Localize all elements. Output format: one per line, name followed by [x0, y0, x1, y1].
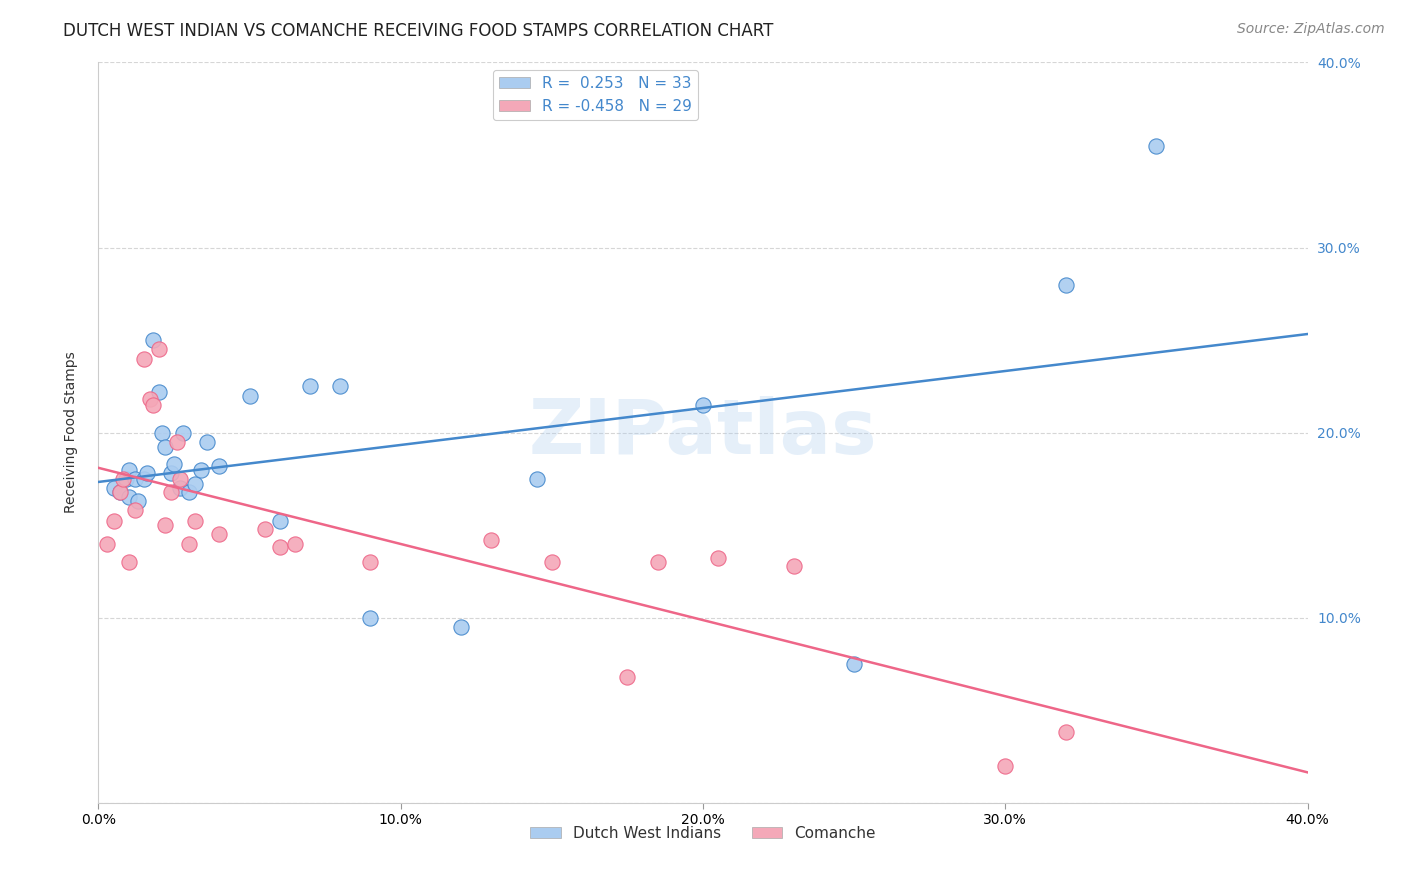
Point [239, 388, 262, 402]
Point [195, 434, 218, 449]
Point [269, 515, 291, 529]
Point [111, 472, 134, 486]
Point [160, 484, 183, 499]
Point [1054, 725, 1077, 739]
Point [299, 379, 322, 393]
Point [139, 392, 162, 407]
Point [707, 551, 730, 566]
Point [284, 536, 307, 550]
Point [150, 425, 173, 440]
Point [103, 515, 125, 529]
Point [103, 481, 125, 495]
Text: DUTCH WEST INDIAN VS COMANCHE RECEIVING FOOD STAMPS CORRELATION CHART: DUTCH WEST INDIAN VS COMANCHE RECEIVING … [63, 22, 773, 40]
Point [132, 351, 155, 366]
Point [132, 472, 155, 486]
Point [108, 484, 131, 499]
Point [208, 527, 231, 541]
Point [184, 515, 207, 529]
Point [172, 425, 194, 440]
Point [1144, 138, 1167, 153]
Point [994, 758, 1017, 772]
Point [124, 472, 146, 486]
Point [540, 555, 562, 569]
Point [153, 441, 176, 455]
Point [108, 484, 131, 499]
Point [160, 467, 183, 481]
Point [163, 457, 186, 471]
Point [647, 555, 669, 569]
Point [169, 481, 191, 495]
Point [127, 494, 149, 508]
Point [148, 343, 170, 357]
Legend: Dutch West Indians, Comanche: Dutch West Indians, Comanche [524, 820, 882, 847]
Point [135, 467, 157, 481]
Point [184, 477, 207, 491]
Point [269, 541, 291, 555]
Text: Source: ZipAtlas.com: Source: ZipAtlas.com [1237, 22, 1385, 37]
Point [118, 462, 141, 476]
Point [148, 384, 170, 399]
Point [118, 555, 141, 569]
Point [360, 555, 382, 569]
Point [360, 610, 382, 624]
Point [142, 333, 165, 347]
Y-axis label: Receiving Food Stamps: Receiving Food Stamps [63, 351, 77, 514]
Point [692, 398, 714, 412]
Point [96, 536, 118, 550]
Point [329, 379, 352, 393]
Text: ZIPatlas: ZIPatlas [529, 396, 877, 469]
Point [179, 536, 201, 550]
Point [142, 398, 165, 412]
Point [1054, 277, 1077, 292]
Point [124, 503, 146, 517]
Point [844, 657, 866, 671]
Point [166, 434, 188, 449]
Point [783, 558, 806, 573]
Point [481, 533, 503, 547]
Point [450, 620, 472, 634]
Point [190, 462, 212, 476]
Point [114, 472, 136, 486]
Point [153, 518, 176, 533]
Point [616, 670, 638, 684]
Point [526, 472, 548, 486]
Point [169, 472, 191, 486]
Point [253, 522, 276, 536]
Point [179, 484, 201, 499]
Point [118, 491, 141, 505]
Point [208, 458, 231, 473]
